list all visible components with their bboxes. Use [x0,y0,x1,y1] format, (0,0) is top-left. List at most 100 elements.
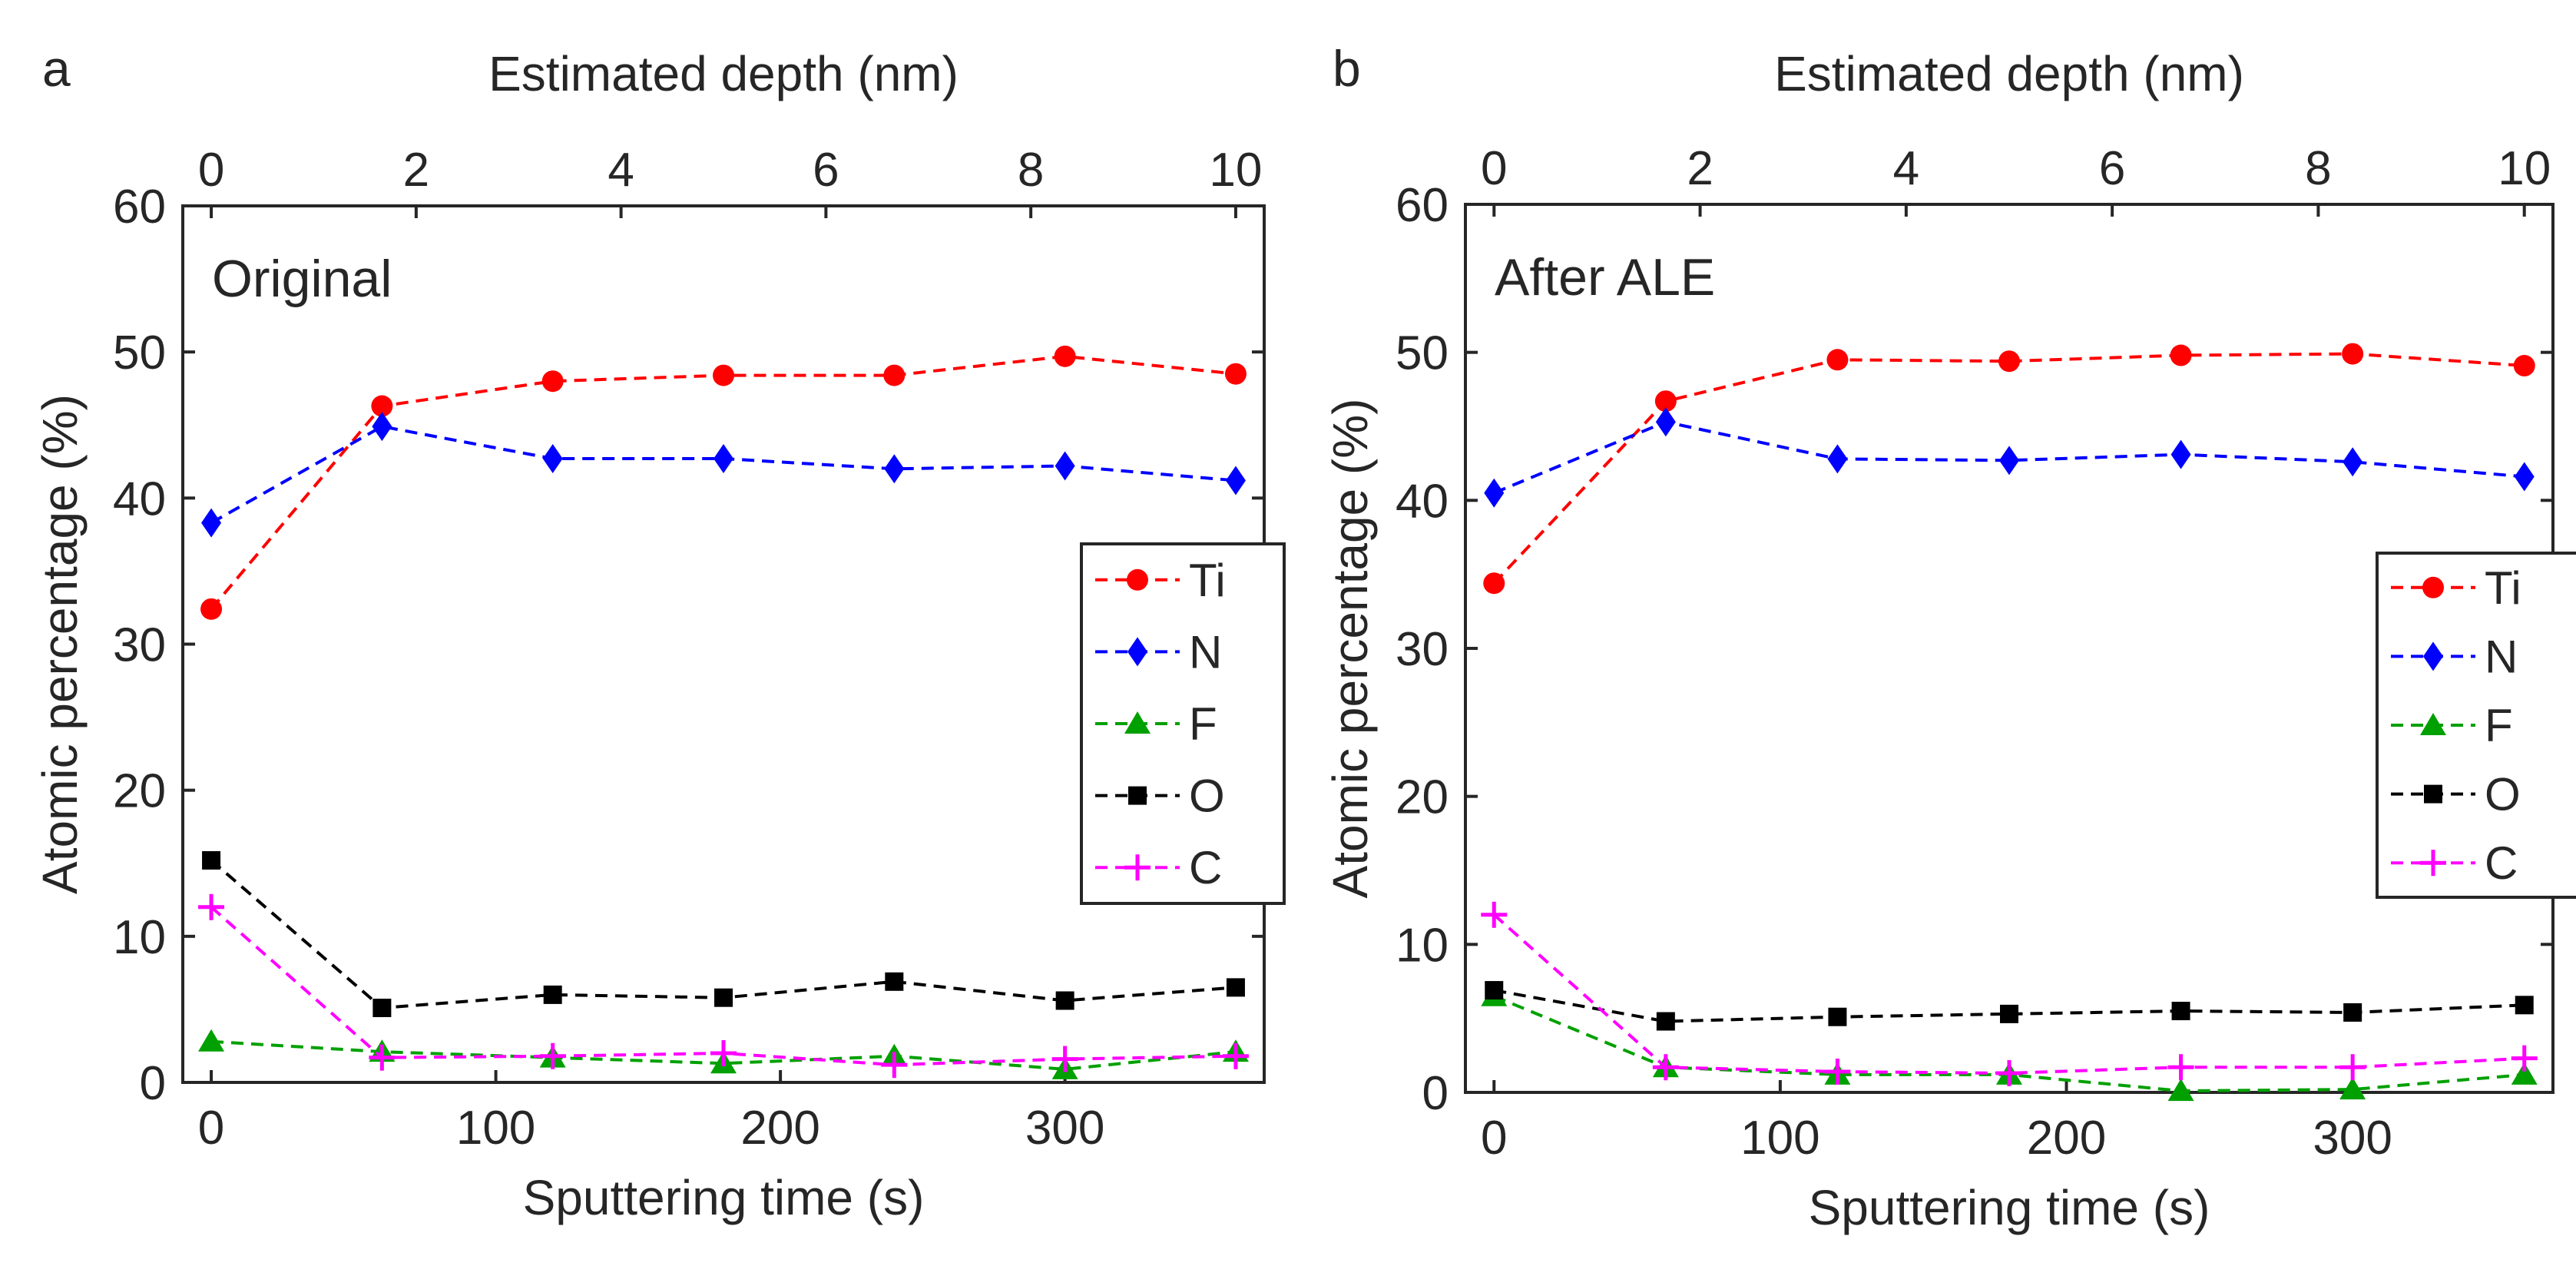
panel-a-legend-marker-shape [1127,637,1147,667]
panel-b-series-n [1484,407,2535,508]
panel-b-point-n [1827,444,1848,474]
panel-a-point-ti [713,364,734,386]
panel-b-series-ti [1483,343,2535,595]
panel-b-point-c [2339,1054,2366,1081]
panel-b-legend-marker-shape [2423,641,2443,671]
panel-a-point-o [714,988,733,1007]
panel-b-legend-label: C [2485,837,2518,889]
panel-a-x2tick-label: 2 [403,144,429,197]
panel-b-series-o [1485,981,2534,1031]
panel-a-point-o-shape [372,999,392,1018]
panel-a-legend-marker [1124,854,1151,881]
panel-b-point-o [2515,996,2534,1015]
panel-b-xtick-label: 100 [1740,1112,1819,1165]
panel-b-point-o-shape [1828,1007,1847,1026]
panel-a-ytick-label: 20 [113,765,166,818]
panel-a-point-ti [371,395,393,417]
panel-a-point-o [202,850,221,870]
panel-a-ytick-label: 30 [113,619,166,672]
panel-a-point-c [1051,1046,1078,1072]
panel-a-point-f-shape [198,1029,225,1052]
panel-b-legend-item: C [2391,837,2518,889]
panel-a-point-o [1055,991,1074,1010]
panel-a-legend-box [1080,542,1286,905]
panel-b-point-n [2514,462,2535,492]
panel-a-point-c [369,1044,396,1071]
panel-a-legend-marker [1127,568,1148,591]
panel-a-point-ti [541,370,564,393]
panel-b-point-ti [1998,350,2020,373]
panel-a-point-f [198,1029,225,1052]
panel-b-point-f [2511,1062,2538,1085]
panel-a-xtick-label: 200 [740,1102,819,1155]
panel-a-series-c [198,893,1249,1079]
panel-b-ytick-label: 10 [1396,919,1449,972]
panel-a-ytick-label: 40 [113,472,166,525]
panel-a-x-axis-title: Sputtering time (s) [523,1170,925,1225]
panel-a-ytick-label: 10 [113,911,166,964]
panel-b-point-ti-shape [2170,344,2192,366]
panel-b-series-c [1481,901,2538,1086]
panel-a-point-n-shape [1225,466,1246,495]
panel-b-point-n-shape [1827,444,1848,474]
panel-b-point-o-shape [1656,1012,1675,1031]
panel-a-legend-label: C [1189,842,1222,893]
panel-b-legend-item: Ti [2391,562,2521,614]
panel-a-x2tick-label: 4 [608,144,634,197]
panel-a-point-ti-shape [713,364,734,386]
panel-b-point-o-shape [2515,996,2534,1015]
panel-a-point-ti-shape [371,395,393,417]
panel-b-legend-label: O [2485,769,2521,820]
panel-a-point-n-shape [884,454,905,484]
panel-b-point-f [2167,1079,2194,1102]
panel-b-point-f-shape [2167,1079,2194,1102]
panel-b-point-c [1824,1059,1851,1085]
panel-a-ytick-label: 60 [113,181,166,234]
panel-a-point-o [885,972,904,991]
panel-a-point-n [1225,466,1246,495]
panel-b-point-c [2511,1045,2538,1072]
panel-a-point-n [201,508,222,538]
panel-b-point-f-shape [2339,1077,2366,1100]
panel-b-point-n [2170,439,2191,469]
panel-a-point-o [372,999,392,1018]
panel-b-xtick-label: 300 [2313,1112,2392,1165]
panel-b-point-n-shape [2170,439,2191,469]
panel-b-point-ti [1654,390,1677,413]
panel-a-point-n [714,443,733,473]
panel-b-xtick-label: 0 [1481,1112,1507,1165]
panel-a-legend-marker-shape [1124,711,1151,734]
panel-a-point-n-shape [714,443,733,473]
panel-b-x2tick-label: 10 [2498,142,2551,195]
panel-a-point-n [542,443,563,473]
panel-a-point-c [539,1042,566,1069]
panel-b-point-n-shape [2514,462,2535,492]
panel-a-point-o-shape [1055,991,1074,1010]
panel-b-point-o [2171,1002,2190,1021]
panel-a-legend-item: F [1095,698,1217,750]
panel-a-point-ti-shape [1054,345,1076,367]
panel-b-point-o [2000,1004,2018,1023]
panel-b-point-n [1999,446,2019,476]
panel-a-xtick-label: 100 [456,1102,535,1155]
panel-a-point-ti [1224,363,1247,385]
panel-b-point-ti-shape [1483,572,1505,595]
panel-b-point-o [1485,981,1504,1000]
panel-b-legend-marker-shape [2424,784,2442,804]
panel-a-point-n [1055,451,1075,481]
panel-b-point-ti-shape [1826,349,1849,371]
panel-a-point-ti [200,598,223,620]
panel-b-ytick-label: 50 [1396,327,1449,380]
panel-b-point-ti-shape [2513,355,2535,377]
panel-b-point-ti-shape [1654,390,1677,413]
panel-b-legend-item: F [2391,700,2513,751]
panel-b-series-line-c [1492,913,2525,1075]
panel-a-legend-item: N [1095,626,1222,678]
panel-b-point-o-shape [2000,1004,2018,1023]
panel-b-ytick-label: 20 [1396,771,1449,824]
panel-b-legend-item: N [2391,631,2518,682]
panel-a-point-ti-shape [200,598,223,620]
panel-a-point-o-shape [714,988,733,1007]
panel-b-point-f-shape [2511,1062,2538,1085]
